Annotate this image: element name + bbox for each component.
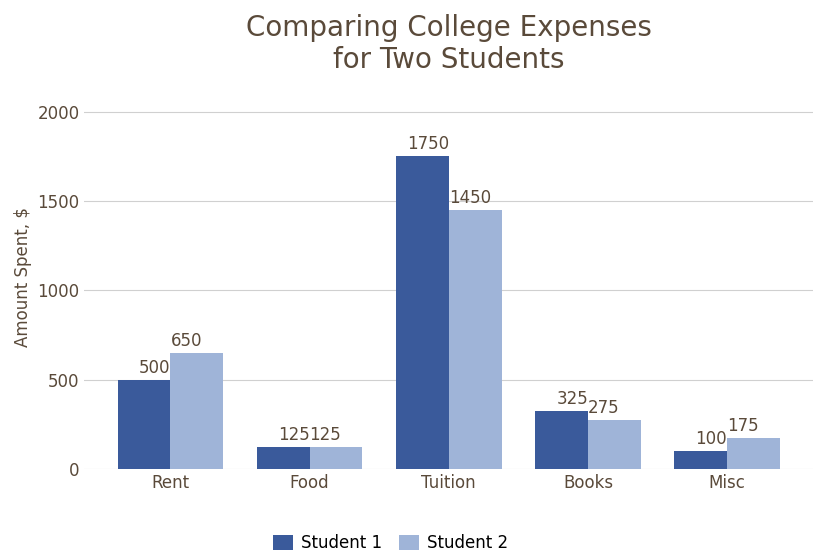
Bar: [588, 420, 641, 469]
Bar: [535, 411, 588, 469]
Text: 1450: 1450: [449, 189, 491, 207]
Bar: [170, 353, 223, 469]
Bar: [309, 447, 362, 469]
Text: 325: 325: [557, 390, 588, 408]
Bar: [449, 210, 502, 469]
Bar: [396, 156, 449, 469]
Bar: [727, 438, 780, 469]
Bar: [674, 452, 727, 469]
Text: 275: 275: [588, 399, 619, 417]
Text: 100: 100: [696, 430, 727, 448]
Bar: [117, 380, 170, 469]
Y-axis label: Amount Spent, $: Amount Spent, $: [14, 207, 32, 347]
Legend: Student 1, Student 2: Student 1, Student 2: [266, 528, 515, 552]
Text: 175: 175: [727, 417, 758, 435]
Bar: [256, 447, 309, 469]
Text: 500: 500: [139, 359, 170, 376]
Title: Comparing College Expenses
for Two Students: Comparing College Expenses for Two Stude…: [246, 14, 652, 75]
Text: 1750: 1750: [407, 135, 449, 153]
Text: 125: 125: [309, 426, 342, 444]
Text: 650: 650: [170, 332, 202, 350]
Text: 125: 125: [278, 426, 309, 444]
